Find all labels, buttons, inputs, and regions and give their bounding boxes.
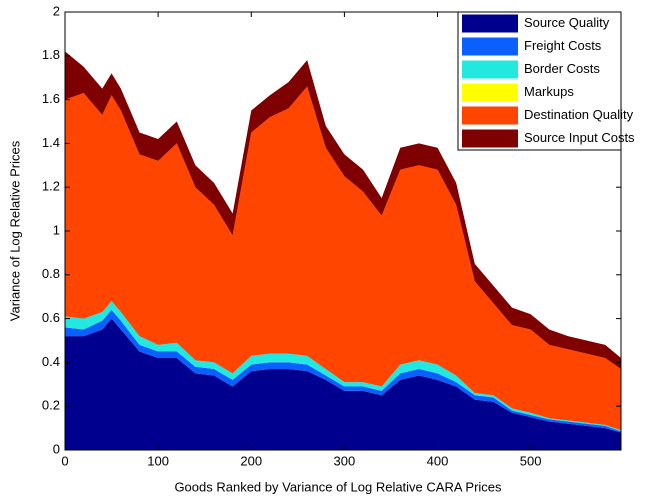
legend-label: Source Quality: [524, 15, 610, 30]
y-tick-label: 0.6: [42, 310, 60, 325]
y-tick-label: 0: [53, 441, 60, 456]
y-tick-label: 1.8: [42, 47, 60, 62]
legend-box: [457, 11, 622, 151]
x-tick-label: 500: [520, 453, 542, 468]
x-tick-label: 0: [61, 453, 68, 468]
legend-swatch: [462, 129, 518, 148]
y-tick-label: 1: [53, 222, 60, 237]
legend-swatch: [462, 83, 518, 102]
x-tick-label: 300: [334, 453, 356, 468]
y-axis-label: Variance of Log Relative Prices: [7, 140, 22, 321]
area: [65, 309, 621, 433]
x-tick-label: 100: [147, 453, 169, 468]
y-tick-label: 0.4: [42, 354, 60, 369]
x-axis-label: Goods Ranked by Variance of Log Relative…: [174, 479, 502, 494]
y-tick-label: 1.2: [42, 179, 60, 194]
area: [65, 318, 621, 450]
legend-swatch: [462, 60, 518, 79]
legend-swatch: [462, 14, 518, 33]
legend-label: Markups: [524, 84, 574, 99]
legend-label: Freight Costs: [524, 38, 602, 53]
x-tick-label: 400: [427, 453, 449, 468]
area: [65, 86, 621, 431]
y-tick-label: 0.8: [42, 266, 60, 281]
legend-swatch: [462, 37, 518, 56]
y-tick-label: 1.4: [42, 135, 60, 150]
legend: Source Quality Freight Costs Border Costs M…: [457, 11, 635, 151]
legend-label: Destination Quality: [524, 107, 634, 122]
legend-swatch: [462, 106, 518, 125]
y-tick-label: 2: [53, 3, 60, 18]
legend-label: Source Input Costs: [524, 130, 635, 145]
area: [65, 301, 621, 432]
y-tick-label: 0.2: [42, 398, 60, 413]
y-tick-label: 1.6: [42, 91, 60, 106]
x-tick-label: 200: [240, 453, 262, 468]
area: [65, 51, 621, 369]
legend-label: Border Costs: [524, 61, 600, 76]
